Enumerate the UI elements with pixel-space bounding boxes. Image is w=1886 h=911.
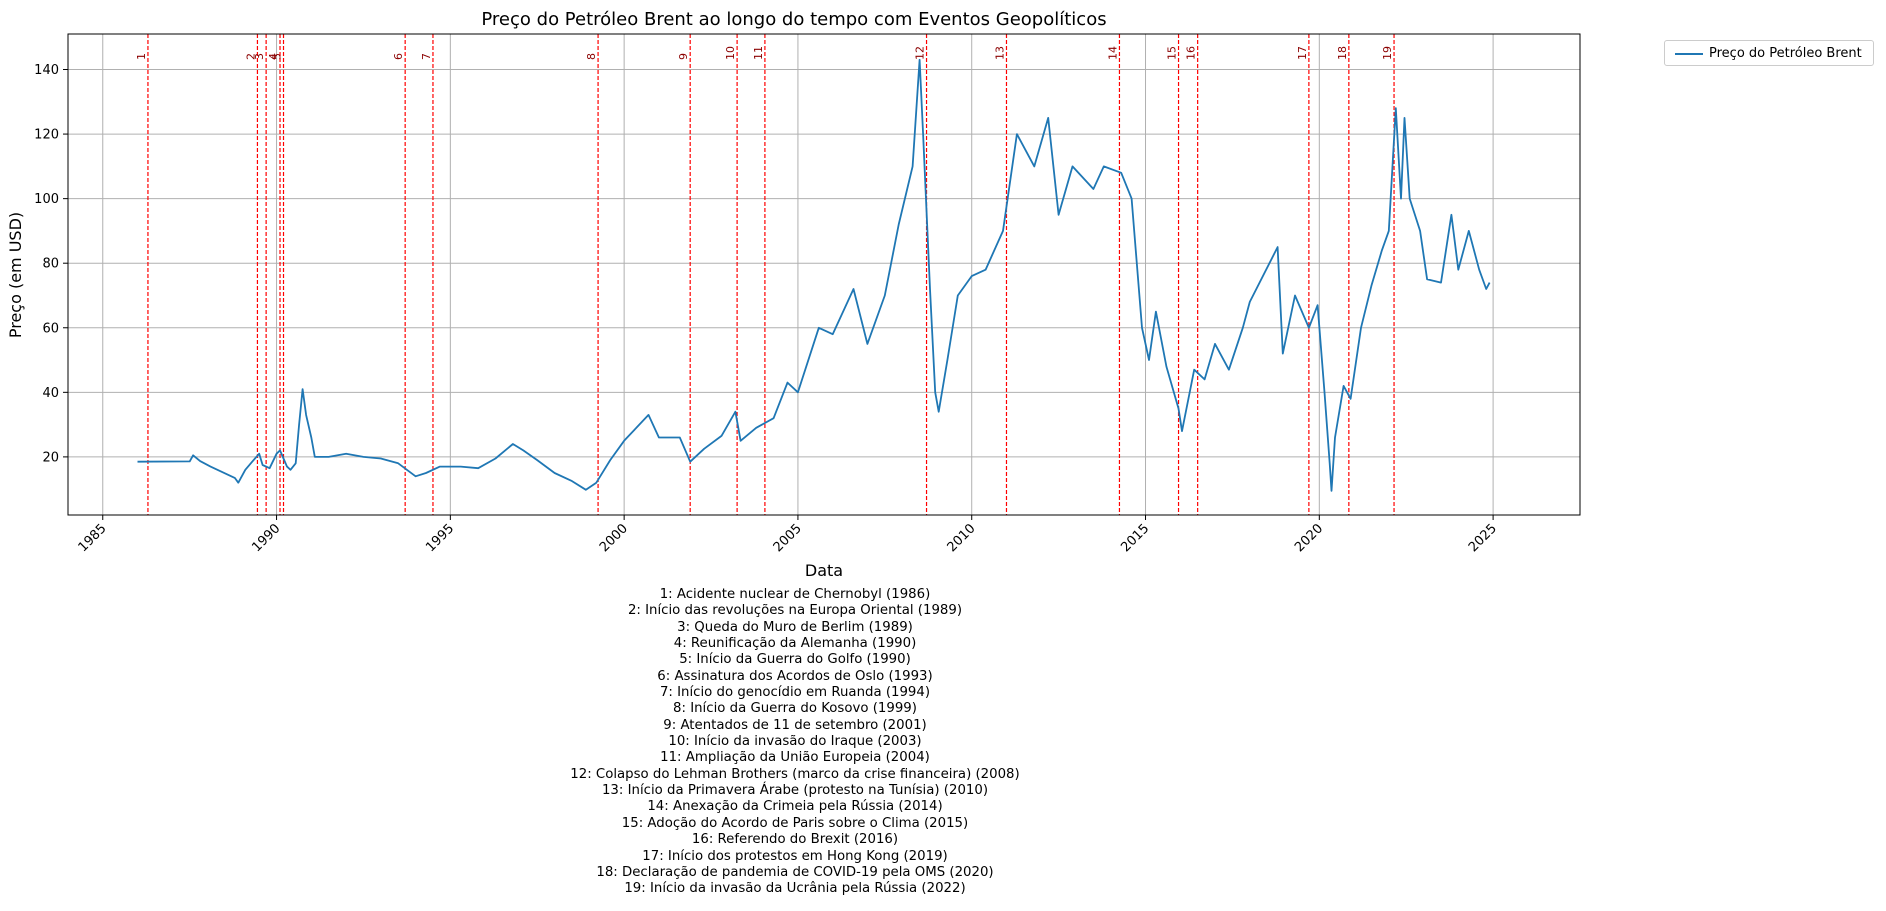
event-item: 4: Reunificação da Alemanha (1990) [673, 636, 917, 652]
x-tick-label: 1990 [249, 521, 283, 555]
event-item: 3: Queda do Muro de Berlim (1989) [677, 619, 913, 635]
legend: Preço do Petróleo Brent [1664, 40, 1874, 66]
event-item: 5: Início da Guerra do Golfo (1990) [679, 652, 911, 668]
x-tick-label: 2010 [945, 521, 979, 555]
event-marker-label: 1 [135, 53, 148, 60]
event-item: 11: Ampliação da União Europeia (2004) [660, 750, 930, 766]
event-marker-label: 6 [392, 53, 405, 60]
event-item: 15: Adoção do Acordo de Paris sobre o Cl… [621, 815, 969, 831]
event-marker-label: 7 [420, 53, 433, 60]
event-marker-label: 16 [1185, 46, 1198, 60]
x-tick-label: 2020 [1292, 521, 1326, 555]
y-tick-label: 60 [42, 321, 59, 336]
y-tick-label: 100 [34, 192, 59, 207]
chart-title: Preço do Petróleo Brent ao longo do temp… [481, 9, 1106, 30]
series-layer [137, 58, 1491, 492]
legend-label: Preço do Petróleo Brent [1709, 46, 1862, 61]
event-marker-label: 3 [253, 53, 266, 60]
event-marker-label: 18 [1336, 46, 1349, 60]
event-item: 14: Anexação da Crimeia pela Rússia (201… [647, 799, 943, 815]
event-marker-label: 14 [1106, 46, 1119, 60]
y-tick-label: 120 [34, 128, 59, 143]
event-item: 7: Início do genocídio em Ruanda (1994) [659, 685, 931, 701]
event-marker-label: 13 [993, 46, 1006, 60]
event-item: 6: Assinatura dos Acordos de Oslo (1993) [657, 668, 933, 684]
event-item: 13: Início da Primavera Árabe (protesto … [601, 783, 989, 799]
y-tick-label: 40 [42, 386, 59, 401]
event-item: 1: Acidente nuclear de Chernobyl (1986) [659, 587, 931, 602]
legend-line-swatch [1675, 53, 1703, 55]
event-markers: 1 23 45 6 7 8 9 10 11 12 13 14 15 16 17 18 19 [135, 34, 1395, 515]
event-item: 9: Atentados de 11 de setembro (2001) [663, 717, 927, 733]
x-tick-label: 1995 [423, 521, 457, 555]
event-item: 10: Início da invasão do Iraque (2003) [668, 734, 922, 750]
event-marker-label: 15 [1166, 46, 1179, 60]
event-marker-label: 11 [752, 46, 765, 60]
plot-frame [67, 33, 1581, 516]
event-marker-label: 17 [1296, 46, 1309, 60]
event-item: 12: Colapso do Lehman Brothers (marco da… [570, 766, 1020, 782]
event-item: 8: Início da Guerra do Kosovo (1999) [673, 701, 917, 717]
event-item: 2: Início das revoluções na Europa Orien… [627, 603, 963, 619]
events-list: 1: Acidente nuclear de Chernobyl (1986) 2… [0, 587, 1590, 898]
event-item: 19: Início da invasão da Ucrânia pela Rú… [624, 881, 966, 897]
x-tick-label: 1985 [76, 521, 110, 555]
event-marker-label: 9 [677, 53, 690, 60]
event-marker-label: 8 [585, 53, 598, 60]
event-item: 17: Início dos protestos em Hong Kong (2… [642, 848, 948, 864]
event-item: 16: Referendo do Brexit (2016) [691, 832, 899, 848]
x-tick-label: 2025 [1466, 521, 1500, 555]
event-marker-label: 4 [267, 53, 280, 60]
event-marker-label: 12 [914, 46, 927, 60]
series-line-0 [137, 58, 1491, 492]
y-tick-label: 20 [42, 450, 59, 465]
event-marker-label: 10 [724, 46, 737, 60]
event-item: 18: Declaração de pandemia de COVID-19 p… [596, 864, 994, 880]
y-axis-label: Preço (em USD) [6, 212, 25, 338]
y-tick-label: 80 [42, 257, 59, 272]
x-axis-label: Data [805, 561, 843, 580]
event-marker-label: 2 [244, 53, 257, 60]
x-tick-label: 2000 [597, 521, 631, 555]
event-marker-label: 5 [271, 53, 284, 60]
event-marker-label: 19 [1381, 46, 1394, 60]
y-tick-label: 140 [34, 63, 59, 78]
x-tick-label: 2015 [1118, 521, 1152, 555]
x-tick-label: 2005 [771, 521, 805, 555]
grid [68, 34, 1580, 515]
